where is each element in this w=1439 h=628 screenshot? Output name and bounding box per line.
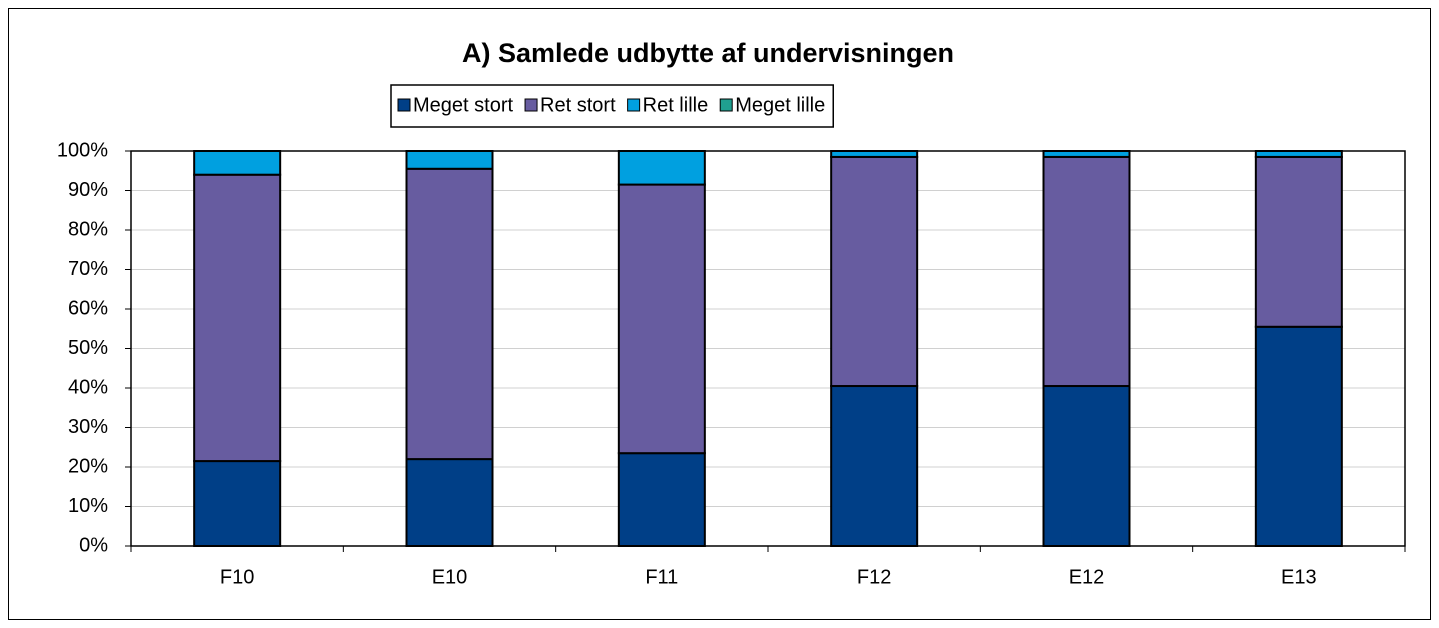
bar-segment (830, 385, 919, 547)
y-tick-label: 60% (68, 297, 108, 319)
y-tick-label: 20% (68, 455, 108, 477)
bar-segment (1254, 325, 1343, 547)
bar-segment (1042, 385, 1131, 547)
y-tick-label: 70% (68, 258, 108, 280)
legend-swatch (524, 98, 538, 112)
x-tick-label: E13 (1281, 566, 1317, 588)
bar-segment (617, 452, 706, 547)
bar-segment (830, 155, 919, 388)
chart-title: A) Samlede udbytte af undervisningen (462, 38, 954, 68)
y-tick-label: 10% (68, 495, 108, 517)
x-tick-label: E12 (1069, 566, 1105, 588)
bar-segment (617, 183, 706, 455)
x-tick-label: F10 (220, 566, 254, 588)
legend-swatch (719, 98, 733, 112)
legend-swatch (397, 98, 411, 112)
y-tick-label: 0% (79, 534, 108, 556)
bar-segment (193, 150, 282, 176)
x-tick-label: F12 (857, 566, 891, 588)
y-tick-label: 80% (68, 218, 108, 240)
bar-segment (405, 167, 494, 461)
bar-segment (830, 150, 919, 158)
y-tick-label: 40% (68, 376, 108, 398)
bar-segment (617, 150, 706, 186)
legend-label: Meget lille (735, 94, 825, 116)
bar-segment (405, 458, 494, 548)
legend-swatch (627, 98, 641, 112)
x-tick-label: E10 (432, 566, 468, 588)
bar-segment (193, 460, 282, 548)
x-tick-label: F11 (645, 566, 678, 588)
bar-segment (405, 150, 494, 170)
bar-segment (1254, 150, 1343, 158)
legend-frame (390, 84, 834, 128)
legend-label: Meget stort (413, 94, 513, 116)
bar-segment (1254, 155, 1343, 328)
y-tick-label: 90% (68, 179, 108, 201)
legend-label: Ret lille (643, 94, 709, 116)
y-tick-label: 50% (68, 337, 108, 359)
y-tick-label: 30% (68, 416, 108, 438)
legend: Meget stort Ret stort Ret lille Meget lille (390, 84, 834, 128)
bar-segment (1042, 150, 1131, 158)
bar-segment (1042, 155, 1131, 388)
y-tick-label: 100% (57, 139, 108, 161)
bar-segment (193, 173, 282, 463)
legend-label: Ret stort (540, 94, 616, 116)
